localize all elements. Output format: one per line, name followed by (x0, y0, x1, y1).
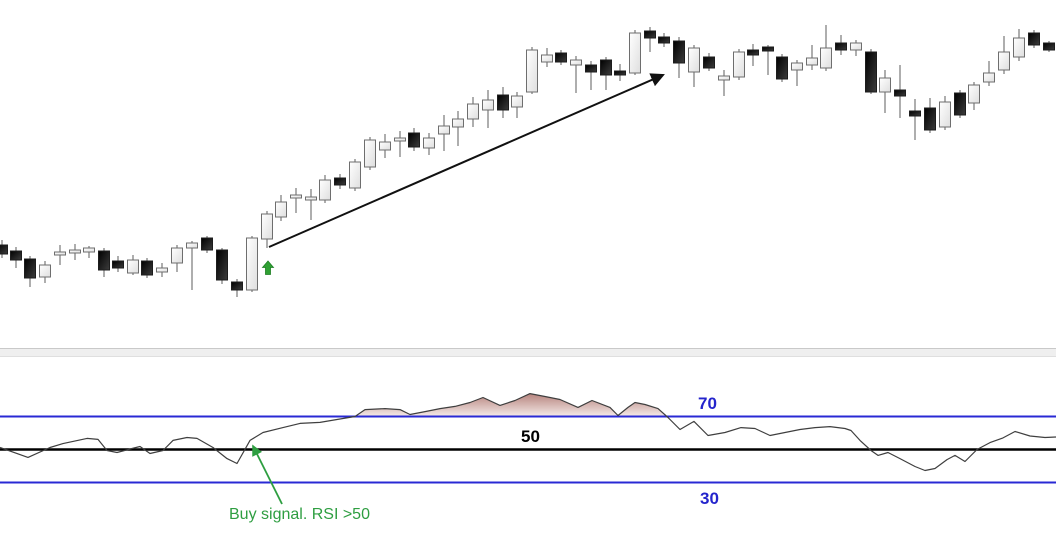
candle-body-bearish (555, 52, 567, 63)
candle-body-bearish (98, 250, 110, 271)
candle-body-bearish (924, 107, 936, 131)
candle-body-bearish (865, 51, 877, 93)
candle-body-bearish (909, 110, 921, 117)
candle-body-bearish (334, 177, 346, 186)
candle-body-bullish (806, 57, 818, 66)
candle-body-bearish (614, 70, 626, 76)
candle-body-bullish (467, 103, 479, 120)
candle-body-bearish (10, 250, 22, 261)
candle-body-bullish (541, 54, 553, 63)
candle-body-bullish (156, 267, 168, 273)
candle-body-bullish (186, 242, 198, 249)
panel-separator (0, 349, 1056, 356)
candle-body-bullish (820, 47, 832, 69)
rsi-level-70-label: 70 (698, 394, 717, 413)
candle-body-bearish (141, 260, 153, 276)
candle-body-bullish (423, 137, 435, 149)
panel-separator-top-edge (0, 348, 1056, 349)
candle-body-bullish (688, 47, 700, 73)
candle-body-bearish (776, 56, 788, 80)
candle-body-bearish (673, 40, 685, 64)
candle-body-bearish (24, 258, 36, 279)
candle-body-bullish (83, 247, 95, 253)
candle-body-bearish (747, 49, 759, 56)
rsi-line (0, 393, 1056, 472)
candle-body-bullish (791, 62, 803, 71)
candle-body-bullish (394, 137, 406, 142)
candle-body-bullish (850, 42, 862, 51)
candle-body-bearish (762, 46, 774, 52)
candle-body-bearish (644, 30, 656, 39)
candle-body-bullish (879, 77, 891, 93)
candle-body-bullish (364, 139, 376, 168)
candle-body-bullish (438, 125, 450, 135)
candle-body-bearish (1043, 42, 1055, 51)
buy-marker-up-arrow-icon (261, 260, 275, 275)
buy-annotation-text: Buy signal. RSI >50 (229, 506, 370, 523)
candle-body-bullish (718, 75, 730, 81)
candle-body-bullish (305, 196, 317, 201)
candle-body-bullish (39, 264, 51, 278)
candle-body-bullish (526, 49, 538, 93)
candle-body-bearish (585, 64, 597, 73)
candle-body-bearish (954, 92, 966, 116)
candle-body-bullish (452, 118, 464, 128)
candles-layer (0, 25, 1055, 297)
candle-body-bullish (570, 59, 582, 66)
candle-body-bearish (231, 281, 243, 291)
candle-body-bullish (275, 201, 287, 218)
candle-body-bullish (968, 84, 980, 104)
candle-body-bullish (261, 213, 273, 240)
candle-body-bullish (998, 51, 1010, 71)
candle-body-bullish (349, 161, 361, 189)
candle-body-bearish (201, 237, 213, 251)
candle-body-bullish (290, 194, 302, 199)
uptrend-arrow (268, 73, 665, 248)
candle-body-bearish (408, 132, 420, 148)
candle-body-bearish (600, 59, 612, 76)
candle-body-bullish (482, 99, 494, 111)
candle-body-bullish (171, 247, 183, 264)
candle-body-bearish (0, 244, 8, 255)
candle-body-bearish (1028, 32, 1040, 46)
candle-body-bearish (703, 56, 715, 69)
candle-body-bullish (246, 237, 258, 291)
candle-body-bearish (658, 36, 670, 44)
candle-body-bullish (54, 251, 66, 256)
candle-body-bearish (216, 249, 228, 281)
candle-body-bullish (511, 95, 523, 108)
candle-body-bearish (835, 42, 847, 51)
panel-separator-bottom-edge (0, 356, 1056, 357)
rsi-level-30-label: 30 (700, 489, 719, 508)
candle-body-bearish (497, 94, 509, 111)
candle-body-bullish (1013, 37, 1025, 58)
candle-body-bullish (629, 32, 641, 74)
candle-body-bullish (127, 259, 139, 274)
candle-body-bullish (733, 51, 745, 78)
candle-body-bearish (112, 260, 124, 269)
candle-body-bullish (69, 249, 81, 254)
candle-body-bullish (319, 179, 331, 201)
candle-body-bullish (939, 101, 951, 128)
rsi-level-50-label: 50 (521, 427, 540, 446)
candle-body-bullish (983, 72, 995, 83)
candle-body-bearish (894, 89, 906, 97)
buy-annotation-arrow (252, 444, 283, 505)
rsi-overbought-fill (0, 393, 1056, 417)
candle-body-bullish (379, 141, 391, 151)
